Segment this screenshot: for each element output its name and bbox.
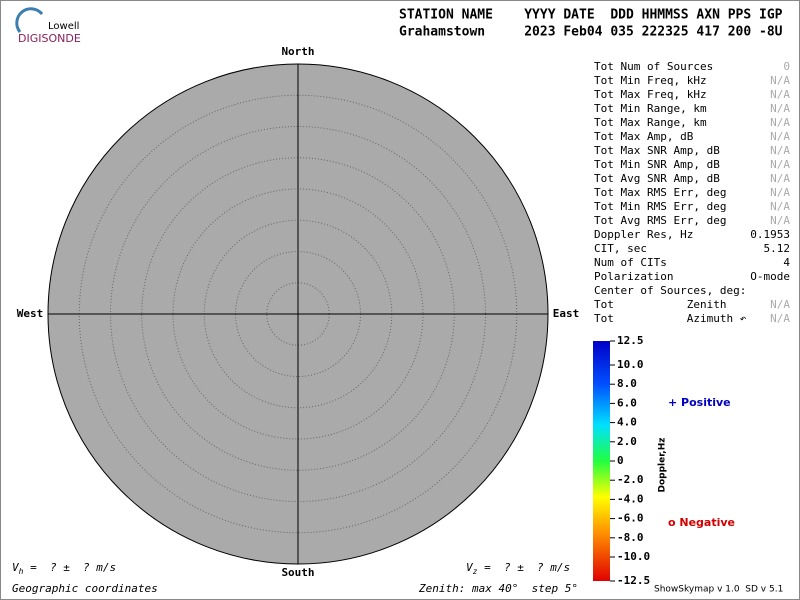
compass: South <box>281 566 314 579</box>
colorbar-tick-label: 8.0 <box>617 377 637 390</box>
stat-label: Tot Azimuth ↶ <box>594 312 747 325</box>
stat-label: Tot Avg SNR Amp, dB <box>594 172 720 185</box>
colorbar-tick-label: 6.0 <box>617 396 637 409</box>
colorbar-tick-label: -4.0 <box>617 492 644 505</box>
vh: Vh = ? ± ? m/s <box>12 561 116 576</box>
stat-value: N/A <box>770 88 790 101</box>
stat-label: Tot Num of Sources <box>594 60 713 73</box>
colorbar-tick-label: -6.0 <box>617 512 644 525</box>
stat-value: N/A <box>770 214 790 227</box>
legend-negative: o Negative <box>668 516 735 529</box>
stat-value: 4 <box>783 256 790 269</box>
stat-value: N/A <box>770 200 790 213</box>
stat-label: Tot Min RMS Err, deg <box>594 200 726 213</box>
footer-left: Geographic coordinates <box>12 582 158 595</box>
logo-arc <box>15 7 44 33</box>
stat-value: N/A <box>770 116 790 129</box>
stat-value: N/A <box>770 144 790 157</box>
vz: Vz = ? ± ? m/s <box>466 561 570 576</box>
stat-label: Tot Max Freq, kHz <box>594 88 707 101</box>
stat-value: 0 <box>783 60 790 73</box>
footer-right: ShowSkymap v 1.0 SD v 5.1 <box>654 585 783 595</box>
stat-value: N/A <box>770 130 790 143</box>
stat-label: Num of CITs <box>594 256 667 269</box>
stat-value: N/A <box>770 102 790 115</box>
stat-value: N/A <box>770 172 790 185</box>
colorbar-tick-label: 2.0 <box>617 435 637 448</box>
stat-label: Tot Max SNR Amp, dB <box>594 144 720 157</box>
colorbar-tick-label: 0 <box>617 454 624 467</box>
compass: West <box>17 307 44 320</box>
colorbar-tick-label: -8.0 <box>617 531 644 544</box>
header-line: STATION NAME YYYY DATE DDD HHMMSS AXN PP… <box>399 8 783 23</box>
colorbar-tick-label: -2.0 <box>617 473 644 486</box>
stat-label: Tot Max RMS Err, deg <box>594 186 726 199</box>
stat-label: Tot Zenith <box>594 298 726 311</box>
stat-value: N/A <box>770 74 790 87</box>
compass: East <box>553 307 580 320</box>
stat-label: Tot Max Range, km <box>594 116 707 129</box>
stat-value: 0.1953 <box>750 228 790 241</box>
logo-top: Lowell <box>48 21 79 32</box>
stat-value: N/A <box>770 298 790 311</box>
stat-value: N/A <box>770 158 790 171</box>
header-line: Grahamstown 2023 Feb04 035 222325 417 20… <box>399 25 783 40</box>
stat-value: N/A <box>770 312 790 325</box>
stat-value: O-mode <box>750 270 790 283</box>
stat-label: Tot Avg RMS Err, deg <box>594 214 726 227</box>
colorbar-tick-label: -10.0 <box>617 550 650 563</box>
stat-label: Tot Min Freq, kHz <box>594 74 707 87</box>
colorbar-tick-label: 4.0 <box>617 416 637 429</box>
stat-value: N/A <box>770 186 790 199</box>
stat-label: Tot Min SNR Amp, dB <box>594 158 720 171</box>
colorbar-title: Doppler,Hz <box>658 437 668 492</box>
stat-label: Doppler Res, Hz <box>594 228 693 241</box>
colorbar-tick-label: 10.0 <box>617 358 644 371</box>
logo-bottom: DIGISONDE <box>18 32 81 45</box>
stat-label: Tot Max Amp, dB <box>594 130 694 143</box>
stat-label: Tot Min Range, km <box>594 102 707 115</box>
colorbar <box>593 341 610 581</box>
stat-label: Polarization <box>594 270 673 283</box>
footer-middle: Zenith: max 40° step 5° <box>418 582 578 595</box>
stat-label: Center of Sources, deg: <box>594 284 746 297</box>
colorbar-tick-label: 12.5 <box>617 334 644 347</box>
stat-value: 5.12 <box>764 242 791 255</box>
legend-positive: + Positive <box>668 396 731 409</box>
stat-label: CIT, sec <box>594 242 647 255</box>
colorbar-tick-label: -12.5 <box>617 574 650 587</box>
compass: North <box>281 45 314 58</box>
